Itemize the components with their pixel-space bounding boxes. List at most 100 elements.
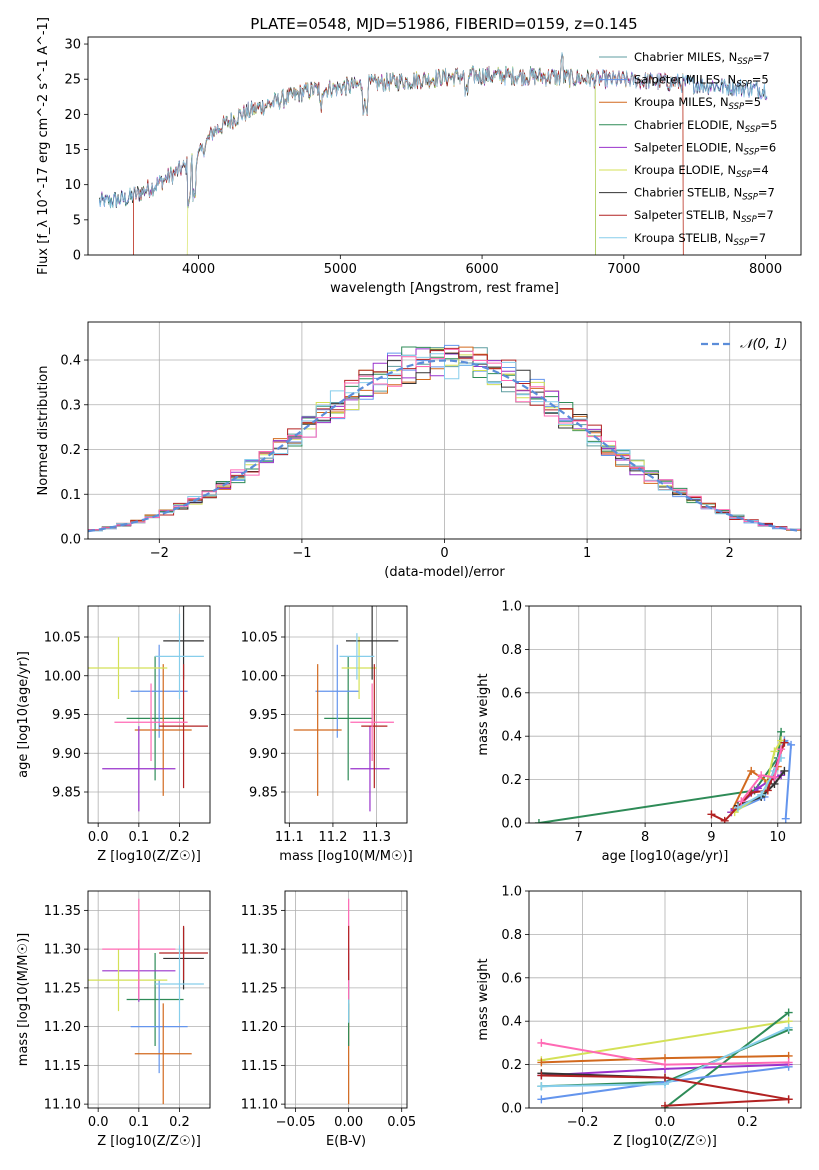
weight-marker: [763, 786, 772, 795]
y-tick-label: 0.4: [60, 354, 81, 369]
weight-marker: [537, 1082, 546, 1091]
legend-entry: Chabrier MILES, NSSP=7: [634, 50, 770, 67]
weight-marker: [733, 803, 742, 812]
y-axis-label: mass weight: [476, 673, 491, 755]
weight-marker: [777, 727, 786, 736]
y-tick-label: 10.00: [241, 669, 278, 684]
weight-marker: [661, 1060, 669, 1069]
y-tick-label: 0.3: [60, 398, 81, 413]
x-tick-label: 0.0: [88, 1115, 109, 1130]
x-tick-label: 0.05: [387, 1115, 416, 1130]
x-tick-label: 8: [641, 830, 649, 845]
x-tick-label: 7000: [607, 262, 640, 277]
y-tick-label: 9.95: [249, 708, 278, 723]
x-tick-label: −0.2: [567, 1115, 599, 1130]
y-tick-label: 0.6: [501, 971, 522, 986]
y-tick-label: 25: [64, 73, 81, 88]
y-tick-label: 11.15: [44, 1059, 81, 1074]
x-tick-label: 1: [583, 546, 591, 561]
axes-frame: [87, 36, 802, 256]
plot-area: [285, 606, 407, 823]
y-tick-label: 5: [73, 213, 81, 228]
histogram-series: [88, 348, 801, 533]
x-axis-label: mass [log10(M/M☉)]: [279, 849, 412, 864]
y-axis-label: age [log10(age/yr)]: [16, 651, 31, 778]
panel-7: [525, 890, 802, 1112]
axes-frame: [284, 890, 408, 1109]
panel-6: [281, 890, 408, 1112]
y-tick-label: 0.4: [501, 730, 522, 745]
x-tick-label: 10: [770, 830, 787, 845]
x-tick-label: 4000: [182, 262, 215, 277]
legend-entry: Salpeter ELODIE, NSSP=6: [634, 140, 776, 157]
y-tick-label: 20: [64, 108, 81, 123]
y-tick-label: 1.0: [501, 600, 522, 615]
y-axis-label: Flux [f_λ 10^-17 erg cm^-2 s^-1 A^-1]: [36, 17, 51, 275]
x-tick-label: −0.05: [276, 1115, 316, 1130]
y-tick-label: 0.0: [501, 1102, 522, 1117]
axes-frame: [528, 890, 802, 1109]
spectrum-series-line: [98, 55, 596, 255]
plot-area: [88, 606, 210, 823]
y-tick-label: 11.35: [241, 904, 278, 919]
weight-marker: [784, 1058, 793, 1067]
weight-marker: [537, 1058, 546, 1067]
axes-frame: [87, 605, 211, 824]
weight-marker: [770, 773, 779, 782]
x-tick-label: 0.2: [169, 830, 190, 845]
weight-marker: [747, 766, 756, 775]
y-tick-label: 9.95: [52, 708, 81, 723]
spectrum-title: PLATE=0548, MJD=51986, FIBERID=0159, z=0…: [250, 15, 637, 33]
weight-series-line: [740, 748, 783, 802]
y-tick-label: 0.0: [60, 533, 81, 548]
y-tick-label: 11.10: [241, 1098, 278, 1113]
legend-entry: 𝒩(0, 1): [740, 337, 787, 352]
weight-series-line: [541, 1020, 789, 1062]
plot-area: [88, 322, 801, 539]
y-tick-label: 11.30: [241, 943, 278, 958]
y-tick-label: 0.4: [501, 1015, 522, 1030]
weight-series-line: [664, 1098, 789, 1107]
y-axis-label: mass [log10(M/M☉)]: [16, 933, 31, 1066]
axes-frame: [87, 890, 211, 1109]
y-tick-label: 10.05: [44, 631, 81, 646]
x-tick-label: 2: [726, 546, 734, 561]
x-tick-label: 0: [440, 546, 448, 561]
y-tick-label: 10.00: [44, 669, 81, 684]
x-tick-label: −1: [292, 546, 311, 561]
y-tick-label: 0.2: [60, 443, 81, 458]
legend-entry: Salpeter MILES, NSSP=5: [634, 73, 769, 90]
x-tick-label: 11.3: [362, 830, 391, 845]
weight-marker: [537, 1038, 546, 1047]
x-tick-label: 0.1: [128, 1115, 149, 1130]
x-tick-label: 0.2: [169, 1115, 190, 1130]
legend-entry: Kroupa STELIB, NSSP=7: [634, 231, 766, 248]
y-tick-label: 11.35: [44, 904, 81, 919]
y-tick-label: 11.10: [44, 1098, 81, 1113]
spectrum-series-line: [98, 52, 768, 208]
panel-3: [281, 605, 408, 827]
y-tick-label: 0.1: [60, 488, 81, 503]
y-tick-label: 11.30: [44, 943, 81, 958]
plot-area: [529, 606, 801, 823]
weight-marker: [777, 745, 786, 754]
y-tick-label: 15: [64, 143, 81, 158]
weight-marker: [784, 1008, 793, 1017]
panel-5: [84, 890, 211, 1112]
weight-marker: [737, 797, 746, 806]
x-tick-label: 11.1: [275, 830, 304, 845]
y-tick-label: 9.90: [52, 747, 81, 762]
plot-area: [529, 891, 801, 1108]
y-tick-label: 0.8: [501, 643, 522, 658]
y-tick-label: 9.85: [249, 786, 278, 801]
gaussian-curve: [88, 359, 801, 533]
y-tick-label: 9.90: [249, 747, 278, 762]
x-tick-label: 0.1: [128, 830, 149, 845]
x-tick-label: 11.2: [318, 830, 347, 845]
x-tick-label: 0.0: [655, 1115, 676, 1130]
x-tick-label: 0.00: [334, 1115, 363, 1130]
axes-frame: [528, 605, 802, 824]
weight-marker: [780, 766, 789, 775]
weight-marker: [757, 790, 766, 799]
x-tick-label: −2: [150, 546, 169, 561]
